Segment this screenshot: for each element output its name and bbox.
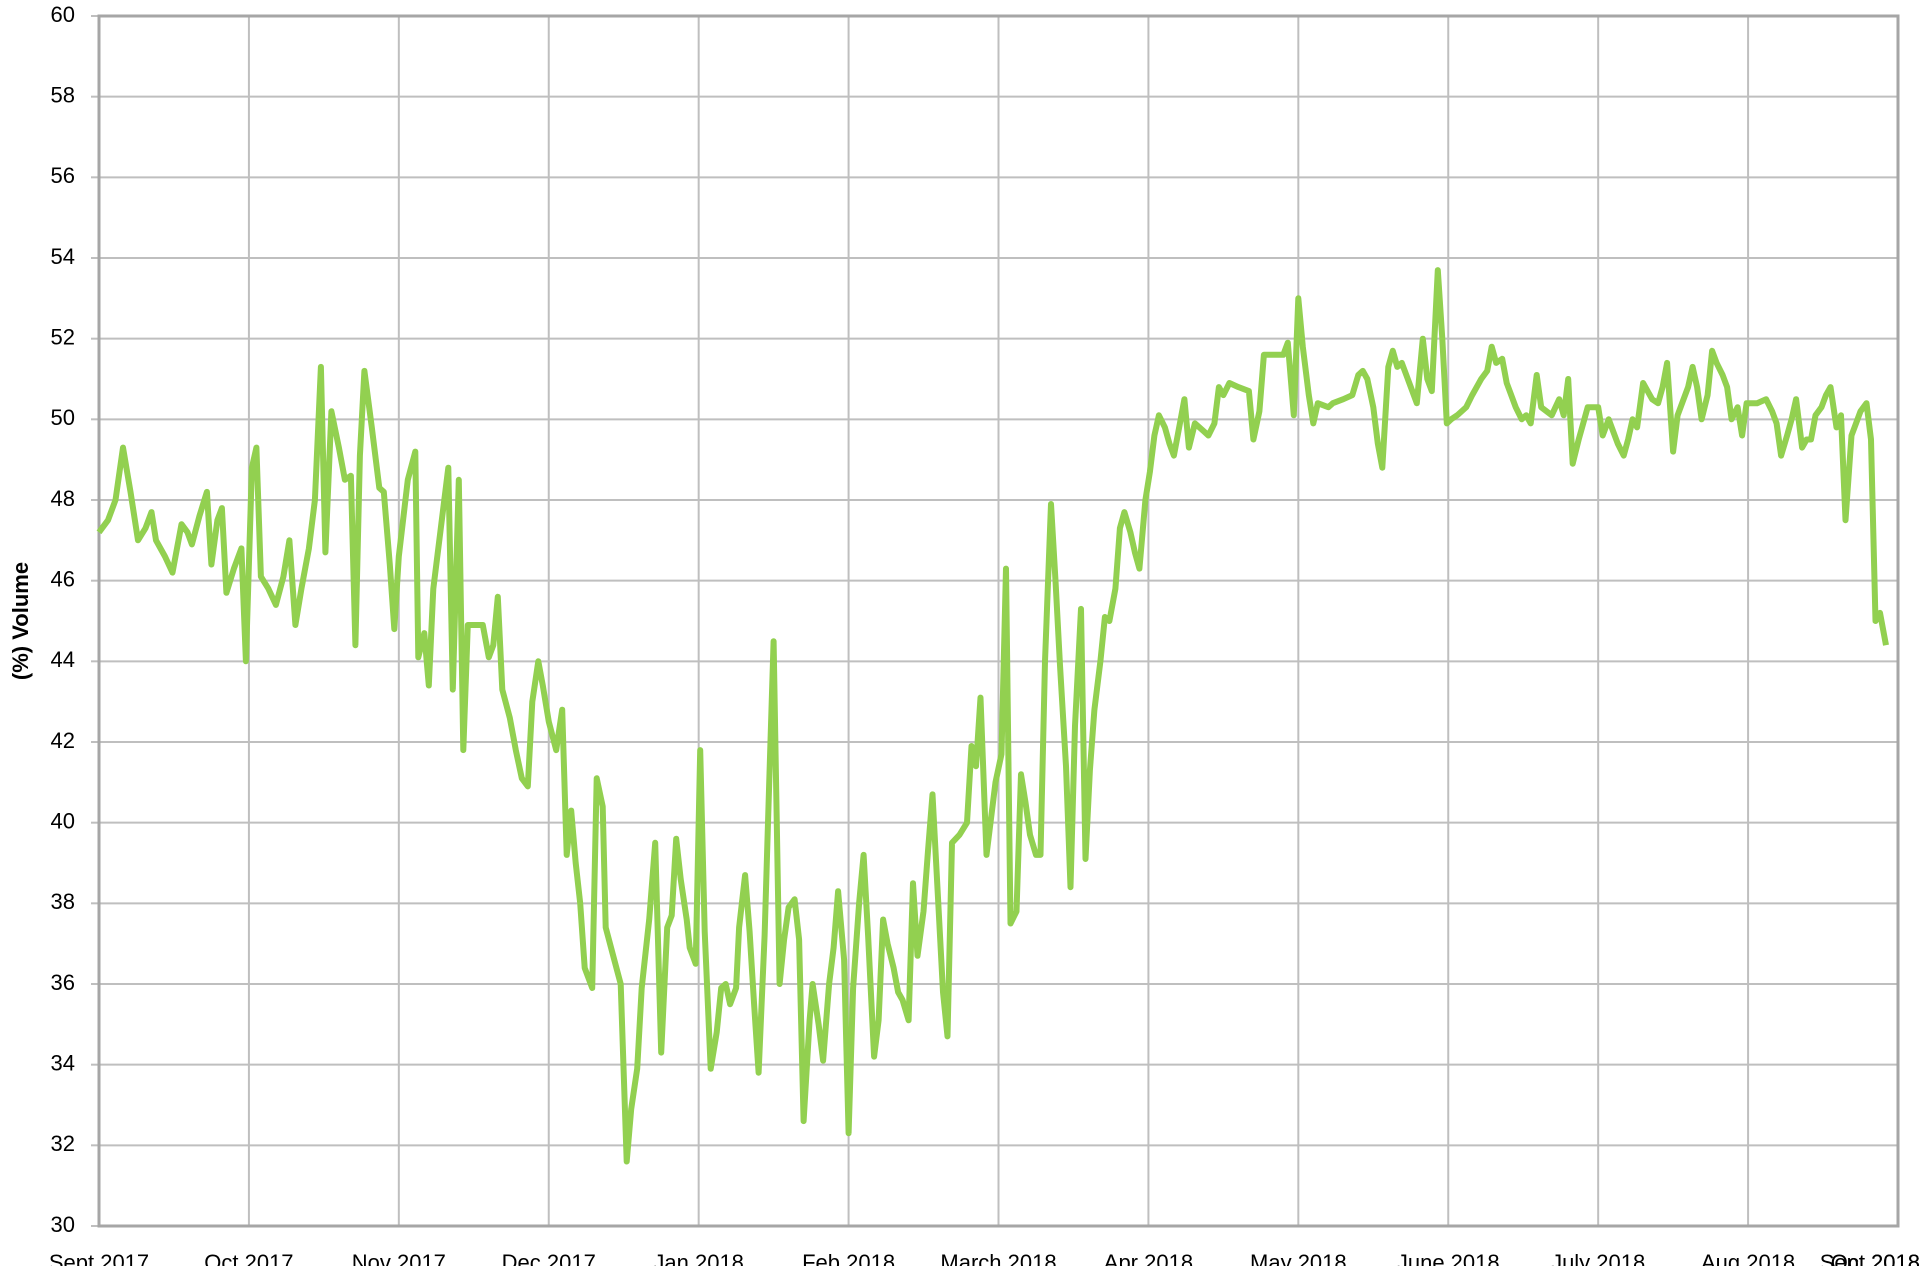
y-tick-label: 38 bbox=[51, 889, 75, 914]
x-tick-label: Feb 2018 bbox=[802, 1250, 895, 1266]
y-tick-label: 52 bbox=[51, 324, 75, 349]
x-tick-label: Apr 2018 bbox=[1104, 1250, 1193, 1266]
y-tick-label: 48 bbox=[51, 486, 75, 511]
x-tick-label: Dec 2017 bbox=[502, 1250, 596, 1266]
y-tick-label: 50 bbox=[51, 405, 75, 430]
y-tick-label: 36 bbox=[51, 970, 75, 995]
x-tick-label: Oct 2018 bbox=[1831, 1250, 1920, 1266]
y-tick-label: 42 bbox=[51, 728, 75, 753]
x-tick-label: May 2018 bbox=[1250, 1250, 1347, 1266]
plot-border bbox=[97, 14, 1900, 1228]
y-tick-label: 56 bbox=[51, 163, 75, 188]
x-tick-label: July 2018 bbox=[1551, 1250, 1645, 1266]
x-tick-label: Sept 2018 bbox=[1820, 1250, 1920, 1266]
y-axis-label: (%) Volume bbox=[8, 562, 33, 680]
y-tick-label: 40 bbox=[51, 808, 75, 833]
data-line bbox=[96, 267, 1889, 1165]
y-tick-label: 46 bbox=[51, 566, 75, 591]
x-tick-label: Oct 2017 bbox=[204, 1250, 293, 1266]
y-tick-label: 32 bbox=[51, 1131, 75, 1156]
y-tick-label: 44 bbox=[51, 647, 75, 672]
y-tick-label: 30 bbox=[51, 1212, 75, 1237]
x-tick-label: Aug 2018 bbox=[1701, 1250, 1795, 1266]
y-tick-label: 54 bbox=[51, 244, 75, 269]
y-tick-label: 58 bbox=[51, 82, 75, 107]
x-tick-label: March 2018 bbox=[940, 1250, 1056, 1266]
y-tick-label: 60 bbox=[51, 2, 75, 27]
x-tick-label: Sept 2017 bbox=[49, 1250, 149, 1266]
x-tick-label: Jan 2018 bbox=[653, 1250, 744, 1266]
x-tick-label: Nov 2017 bbox=[352, 1250, 446, 1266]
x-tick-label: June 2018 bbox=[1397, 1250, 1500, 1266]
y-tick-label: 34 bbox=[51, 1050, 75, 1075]
